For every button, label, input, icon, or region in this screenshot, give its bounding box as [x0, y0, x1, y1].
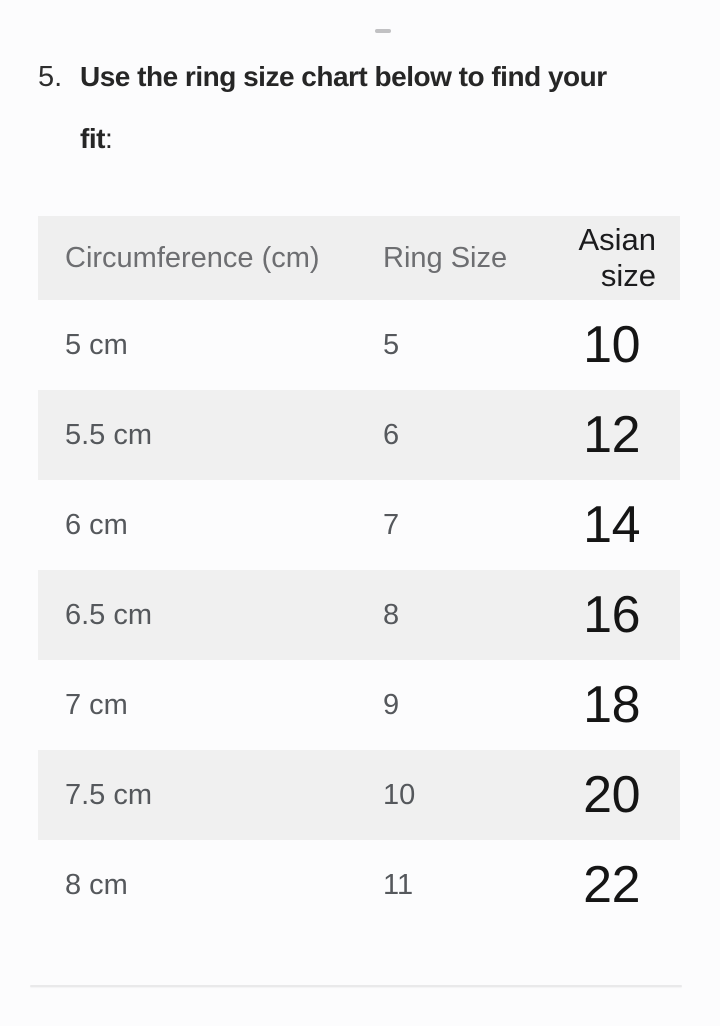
instruction-item: 5. Use the ring size chart below to find… [38, 46, 607, 170]
list-item-number: 5. [38, 61, 63, 93]
column-header-ring-size: Ring Size [383, 241, 508, 274]
table-row: 5.5 cm 6 12 [38, 390, 680, 480]
instruction-colon: : [104, 123, 113, 154]
circumference-cell: 6 cm [65, 508, 128, 541]
ring-size-cell: 11 [383, 868, 414, 901]
ring-size-cell: 8 [383, 598, 400, 631]
circumference-cell: 6.5 cm [65, 598, 153, 631]
table-row: 8 cm 11 22 [38, 840, 680, 930]
circumference-cell: 8 cm [65, 868, 128, 901]
section-divider [30, 985, 682, 987]
column-header-asian-size: Asian size [578, 222, 656, 293]
table-row: 6 cm 7 14 [38, 480, 680, 570]
ring-size-cell: 10 [383, 778, 416, 811]
table-row: 6.5 cm 8 16 [38, 570, 680, 660]
asian-size-cell: 14 [583, 496, 640, 554]
table-row: 7.5 cm 10 20 [38, 750, 680, 840]
ring-size-cell: 5 [383, 328, 400, 361]
asian-size-cell: 12 [583, 406, 640, 464]
ring-size-cell: 7 [383, 508, 400, 541]
ring-size-cell: 6 [383, 418, 400, 451]
asian-size-cell: 10 [583, 316, 640, 374]
instruction-line-1: Use the ring size chart below to find yo… [80, 61, 607, 92]
instruction-text: Use the ring size chart below to find yo… [80, 46, 607, 170]
circumference-cell: 7 cm [65, 688, 128, 721]
asian-size-cell: 16 [583, 586, 640, 644]
table-header-row: Circumference (cm) Ring Size Asian size [38, 216, 680, 300]
circumference-cell: 5.5 cm [65, 418, 153, 451]
ring-size-chart-table: Circumference (cm) Ring Size Asian size … [38, 216, 680, 930]
asian-size-cell: 20 [583, 766, 640, 824]
column-header-circumference: Circumference (cm) [65, 241, 320, 274]
asian-size-cell: 18 [583, 676, 640, 734]
table-row: 5 cm 5 10 [38, 300, 680, 390]
circumference-cell: 5 cm [65, 328, 128, 361]
circumference-cell: 7.5 cm [65, 778, 153, 811]
table-row: 7 cm 9 18 [38, 660, 680, 750]
ring-size-cell: 9 [383, 688, 400, 721]
sheet-drag-handle-icon[interactable] [375, 29, 391, 33]
instruction-line-2: fit [80, 123, 105, 154]
asian-size-cell: 22 [583, 856, 640, 914]
